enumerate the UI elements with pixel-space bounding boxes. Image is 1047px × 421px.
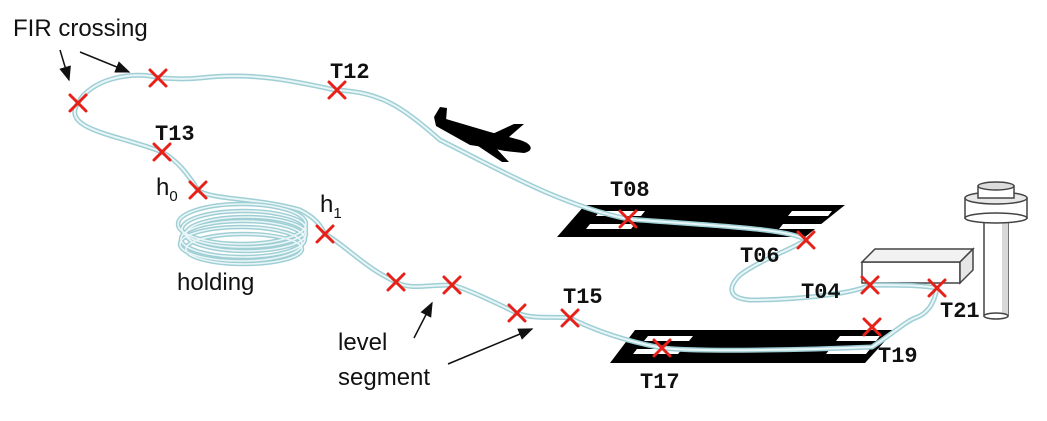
waypoint-label-t15: T15 <box>563 285 603 310</box>
holding-pattern <box>175 201 309 267</box>
waypoint-marker-icon <box>927 278 947 298</box>
waypoint-marker-icon <box>618 209 638 229</box>
waypoint-label-t06: T06 <box>740 244 780 269</box>
waypoint-marker-icon <box>386 272 406 292</box>
waypoint-label-t12: T12 <box>330 60 370 85</box>
aircraft-icon <box>434 107 531 162</box>
waypoint-marker-icon <box>652 338 672 358</box>
h1-label: h1 <box>320 191 342 222</box>
waypoint-markers <box>68 68 947 358</box>
waypoint-marker-icon <box>862 317 882 337</box>
waypoint-label-t19: T19 <box>878 344 918 369</box>
holding-label: holding <box>177 269 254 296</box>
waypoint-label-t08: T08 <box>610 178 650 203</box>
waypoint-marker-icon <box>68 93 88 113</box>
waypoint-marker-icon <box>327 80 347 100</box>
control-tower-icon <box>964 181 1028 320</box>
waypoint-label-t04: T04 <box>801 280 841 305</box>
waypoint-marker-icon <box>860 275 880 295</box>
waypoint-label-t21: T21 <box>940 299 980 324</box>
waypoint-label-t17: T17 <box>640 370 680 395</box>
fir-crossing-label: FIR crossing <box>13 15 148 42</box>
h0-label: h0 <box>156 174 178 205</box>
segment-label: segment <box>338 364 430 391</box>
waypoint-marker-icon <box>188 180 208 200</box>
waypoint-marker-icon <box>796 230 816 250</box>
waypoint-label-t13: T13 <box>155 122 195 147</box>
waypoint-marker-icon <box>442 275 462 295</box>
waypoint-marker-icon <box>507 303 527 323</box>
waypoint-marker-icon <box>315 224 335 244</box>
waypoint-marker-icon <box>148 68 168 88</box>
terminal-building-icon <box>860 247 975 285</box>
level-label: level <box>338 329 387 356</box>
waypoint-marker-icon <box>152 142 172 162</box>
annotation-arrows <box>59 49 534 365</box>
waypoint-marker-icon <box>560 308 580 328</box>
